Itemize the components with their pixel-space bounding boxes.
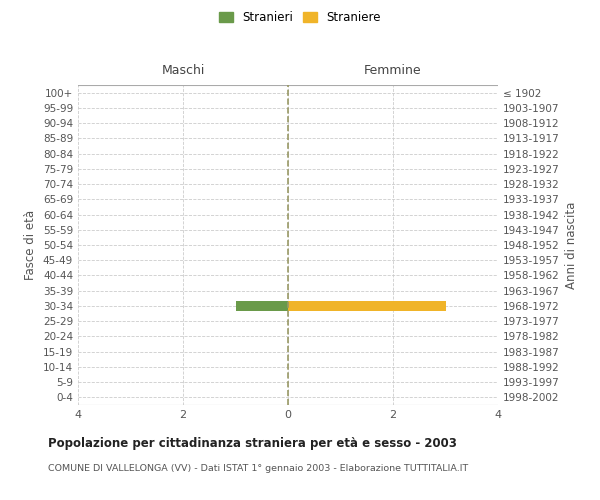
Bar — [288, 302, 445, 310]
Bar — [235, 302, 288, 310]
Text: Femmine: Femmine — [364, 64, 422, 78]
Text: COMUNE DI VALLELONGA (VV) - Dati ISTAT 1° gennaio 2003 - Elaborazione TUTTITALIA: COMUNE DI VALLELONGA (VV) - Dati ISTAT 1… — [48, 464, 468, 473]
Legend: Stranieri, Straniere: Stranieri, Straniere — [217, 8, 383, 26]
Text: Popolazione per cittadinanza straniera per età e sesso - 2003: Popolazione per cittadinanza straniera p… — [48, 438, 457, 450]
Text: Maschi: Maschi — [161, 64, 205, 78]
Y-axis label: Fasce di età: Fasce di età — [25, 210, 37, 280]
Y-axis label: Anni di nascita: Anni di nascita — [565, 202, 578, 288]
